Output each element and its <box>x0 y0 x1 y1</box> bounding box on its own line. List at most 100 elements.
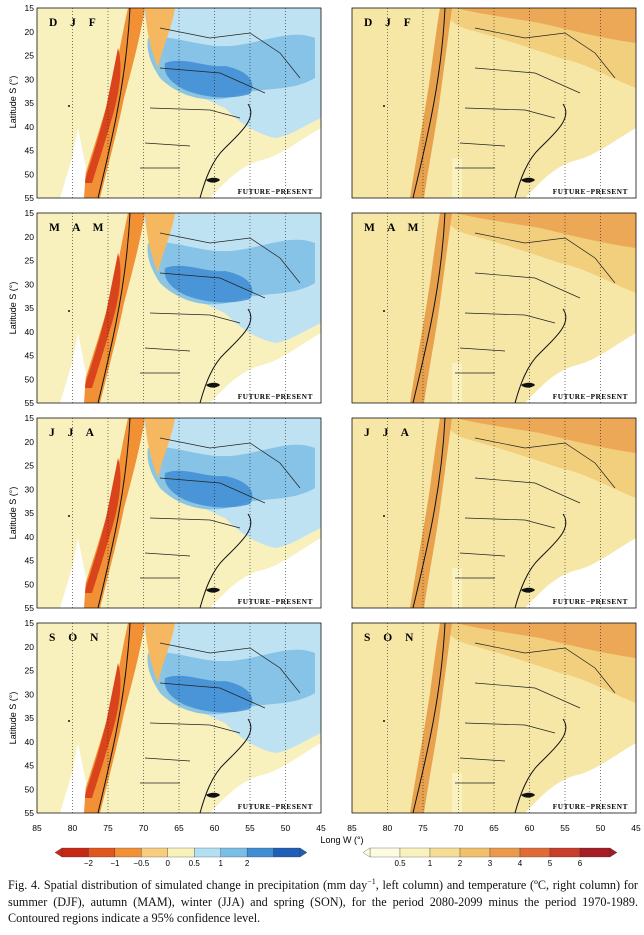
colorbar-swatch <box>459 847 491 858</box>
colorbar-label: 2 <box>458 859 463 868</box>
island-dot <box>68 720 70 722</box>
colorbar-swatch <box>273 847 301 858</box>
lat-tick-label: 50 <box>25 784 35 794</box>
colorbar-label: 1 <box>218 859 223 868</box>
colorbar-label: 0 <box>166 859 171 868</box>
lat-tick-label: 30 <box>25 74 35 84</box>
lon-tick-label: 85 <box>32 823 42 833</box>
lat-tick-label: 55 <box>25 193 35 203</box>
lat-tick-label: 40 <box>25 737 35 747</box>
lon-tick-label: 75 <box>103 823 113 833</box>
atlantic-coastline <box>514 718 567 814</box>
season-label: D J F <box>49 17 101 29</box>
lon-tick-label: 80 <box>68 823 78 833</box>
atlantic-coastline <box>514 308 567 404</box>
caption-superscript: −1 <box>367 876 376 886</box>
precip-colorbar: −2 −1 −0.5 0 0.5 1 2 <box>54 847 308 868</box>
atlantic-coastline <box>199 513 252 609</box>
y-axis-label-row2: Latitude S (°) <box>8 282 18 335</box>
colorbar-swatch <box>61 847 89 858</box>
atlantic-coastline <box>199 718 252 814</box>
andes-coastline <box>412 7 446 199</box>
lon-tick-label: 70 <box>454 823 464 833</box>
andes-coastline <box>97 212 131 404</box>
lat-tick-label: 40 <box>25 532 35 542</box>
future-present-tag: FUTURE−PRESENT <box>553 803 628 811</box>
country-borders <box>140 437 301 579</box>
lon-tick-label: 50 <box>596 823 606 833</box>
falklands-shape <box>206 177 220 183</box>
lon-tick-label: 60 <box>525 823 535 833</box>
lat-tick-label: 35 <box>25 713 35 723</box>
y-axis-label-row1: Latitude S (°) <box>8 76 18 129</box>
colorbar-swatch <box>141 847 168 858</box>
future-present-tag: FUTURE−PRESENT <box>238 188 313 196</box>
lat-tick-label: 20 <box>25 232 35 242</box>
precip-map-panel: M A M FUTURE−PRESENT <box>36 212 322 404</box>
lon-tick-label: 55 <box>245 823 255 833</box>
colorbar-swatch <box>88 847 116 858</box>
lat-tick-label: 50 <box>25 374 35 384</box>
lon-tick-label: 70 <box>139 823 149 833</box>
lat-tick-label: 45 <box>25 351 35 361</box>
lat-tick-label: 45 <box>25 146 35 156</box>
colorbar-swatch <box>519 847 551 858</box>
colorbar-arrow-left <box>54 847 63 858</box>
island-dot <box>383 515 385 517</box>
country-borders <box>140 642 301 784</box>
season-row-3: J J A FUTURE−PRESENT J J A FUTURE−PRESENT 15… <box>25 413 637 613</box>
colorbar-swatch <box>429 847 461 858</box>
colorbar-label: 6 <box>578 859 583 868</box>
atlantic-coastline <box>199 103 252 199</box>
island-dot <box>68 515 70 517</box>
future-present-tag: FUTURE−PRESENT <box>553 393 628 401</box>
falklands-shape <box>521 792 535 798</box>
colorbar-arrow-left <box>362 847 371 858</box>
season-label: S O N <box>364 632 418 644</box>
colorbar-swatch <box>220 847 248 858</box>
x-axis-ticks: 85 80 75 70 65 60 55 50 45 85 80 75 70 65 60 55 50 45 <box>32 823 641 833</box>
lat-tick-label: 40 <box>25 327 35 337</box>
lat-tick-label: 15 <box>25 413 35 423</box>
lat-tick-label: 25 <box>25 51 35 61</box>
lat-tick-label: 20 <box>25 437 35 447</box>
lon-tick-label: 55 <box>560 823 570 833</box>
colorbar-label: 1 <box>428 859 433 868</box>
lat-tick-label: 35 <box>25 303 35 313</box>
island-dot <box>383 720 385 722</box>
temp-map-panel: J J A FUTURE−PRESENT <box>351 417 637 609</box>
figure-caption: Fig. 4. Spatial distribution of simulate… <box>8 877 638 927</box>
lat-tick-label: 20 <box>25 642 35 652</box>
colorbar-arrow-right <box>609 847 618 858</box>
lon-tick-label: 45 <box>316 823 326 833</box>
colorbar-label: −1 <box>110 859 120 868</box>
colorbar-swatch <box>114 847 142 858</box>
season-label: M A M <box>49 222 109 234</box>
country-borders <box>455 27 616 169</box>
lon-tick-label: 60 <box>210 823 220 833</box>
lat-tick-label: 15 <box>25 618 35 628</box>
lon-tick-label: 85 <box>347 823 357 833</box>
panel-grid: D J F FUTURE−PRESENT D J F FUTURE−PRESENT 15… <box>25 3 637 818</box>
island-dot <box>383 310 385 312</box>
colorbar-swatch <box>549 847 581 858</box>
colorbar-swatch <box>246 847 274 858</box>
caption-text-start: Fig. 4. Spatial distribution of simulate… <box>8 878 368 892</box>
season-label: S O N <box>49 632 103 644</box>
season-row-1: D J F FUTURE−PRESENT D J F FUTURE−PRESENT 15… <box>25 3 637 203</box>
lat-tick-label: 30 <box>25 484 35 494</box>
temp-map-panel: S O N FUTURE−PRESENT <box>351 622 637 814</box>
andes-coastline <box>412 212 446 404</box>
lat-tick-label: 50 <box>25 169 35 179</box>
colorbar-label: 2 <box>245 859 250 868</box>
lat-tick-label: 55 <box>25 603 35 613</box>
island-dot <box>68 105 70 107</box>
country-borders <box>455 437 616 579</box>
island-dot <box>383 105 385 107</box>
season-label: J J A <box>364 427 414 439</box>
andes-coastline <box>97 7 131 199</box>
atlantic-coastline <box>514 103 567 199</box>
lat-tick-label: 25 <box>25 256 35 266</box>
falklands-shape <box>206 587 220 593</box>
